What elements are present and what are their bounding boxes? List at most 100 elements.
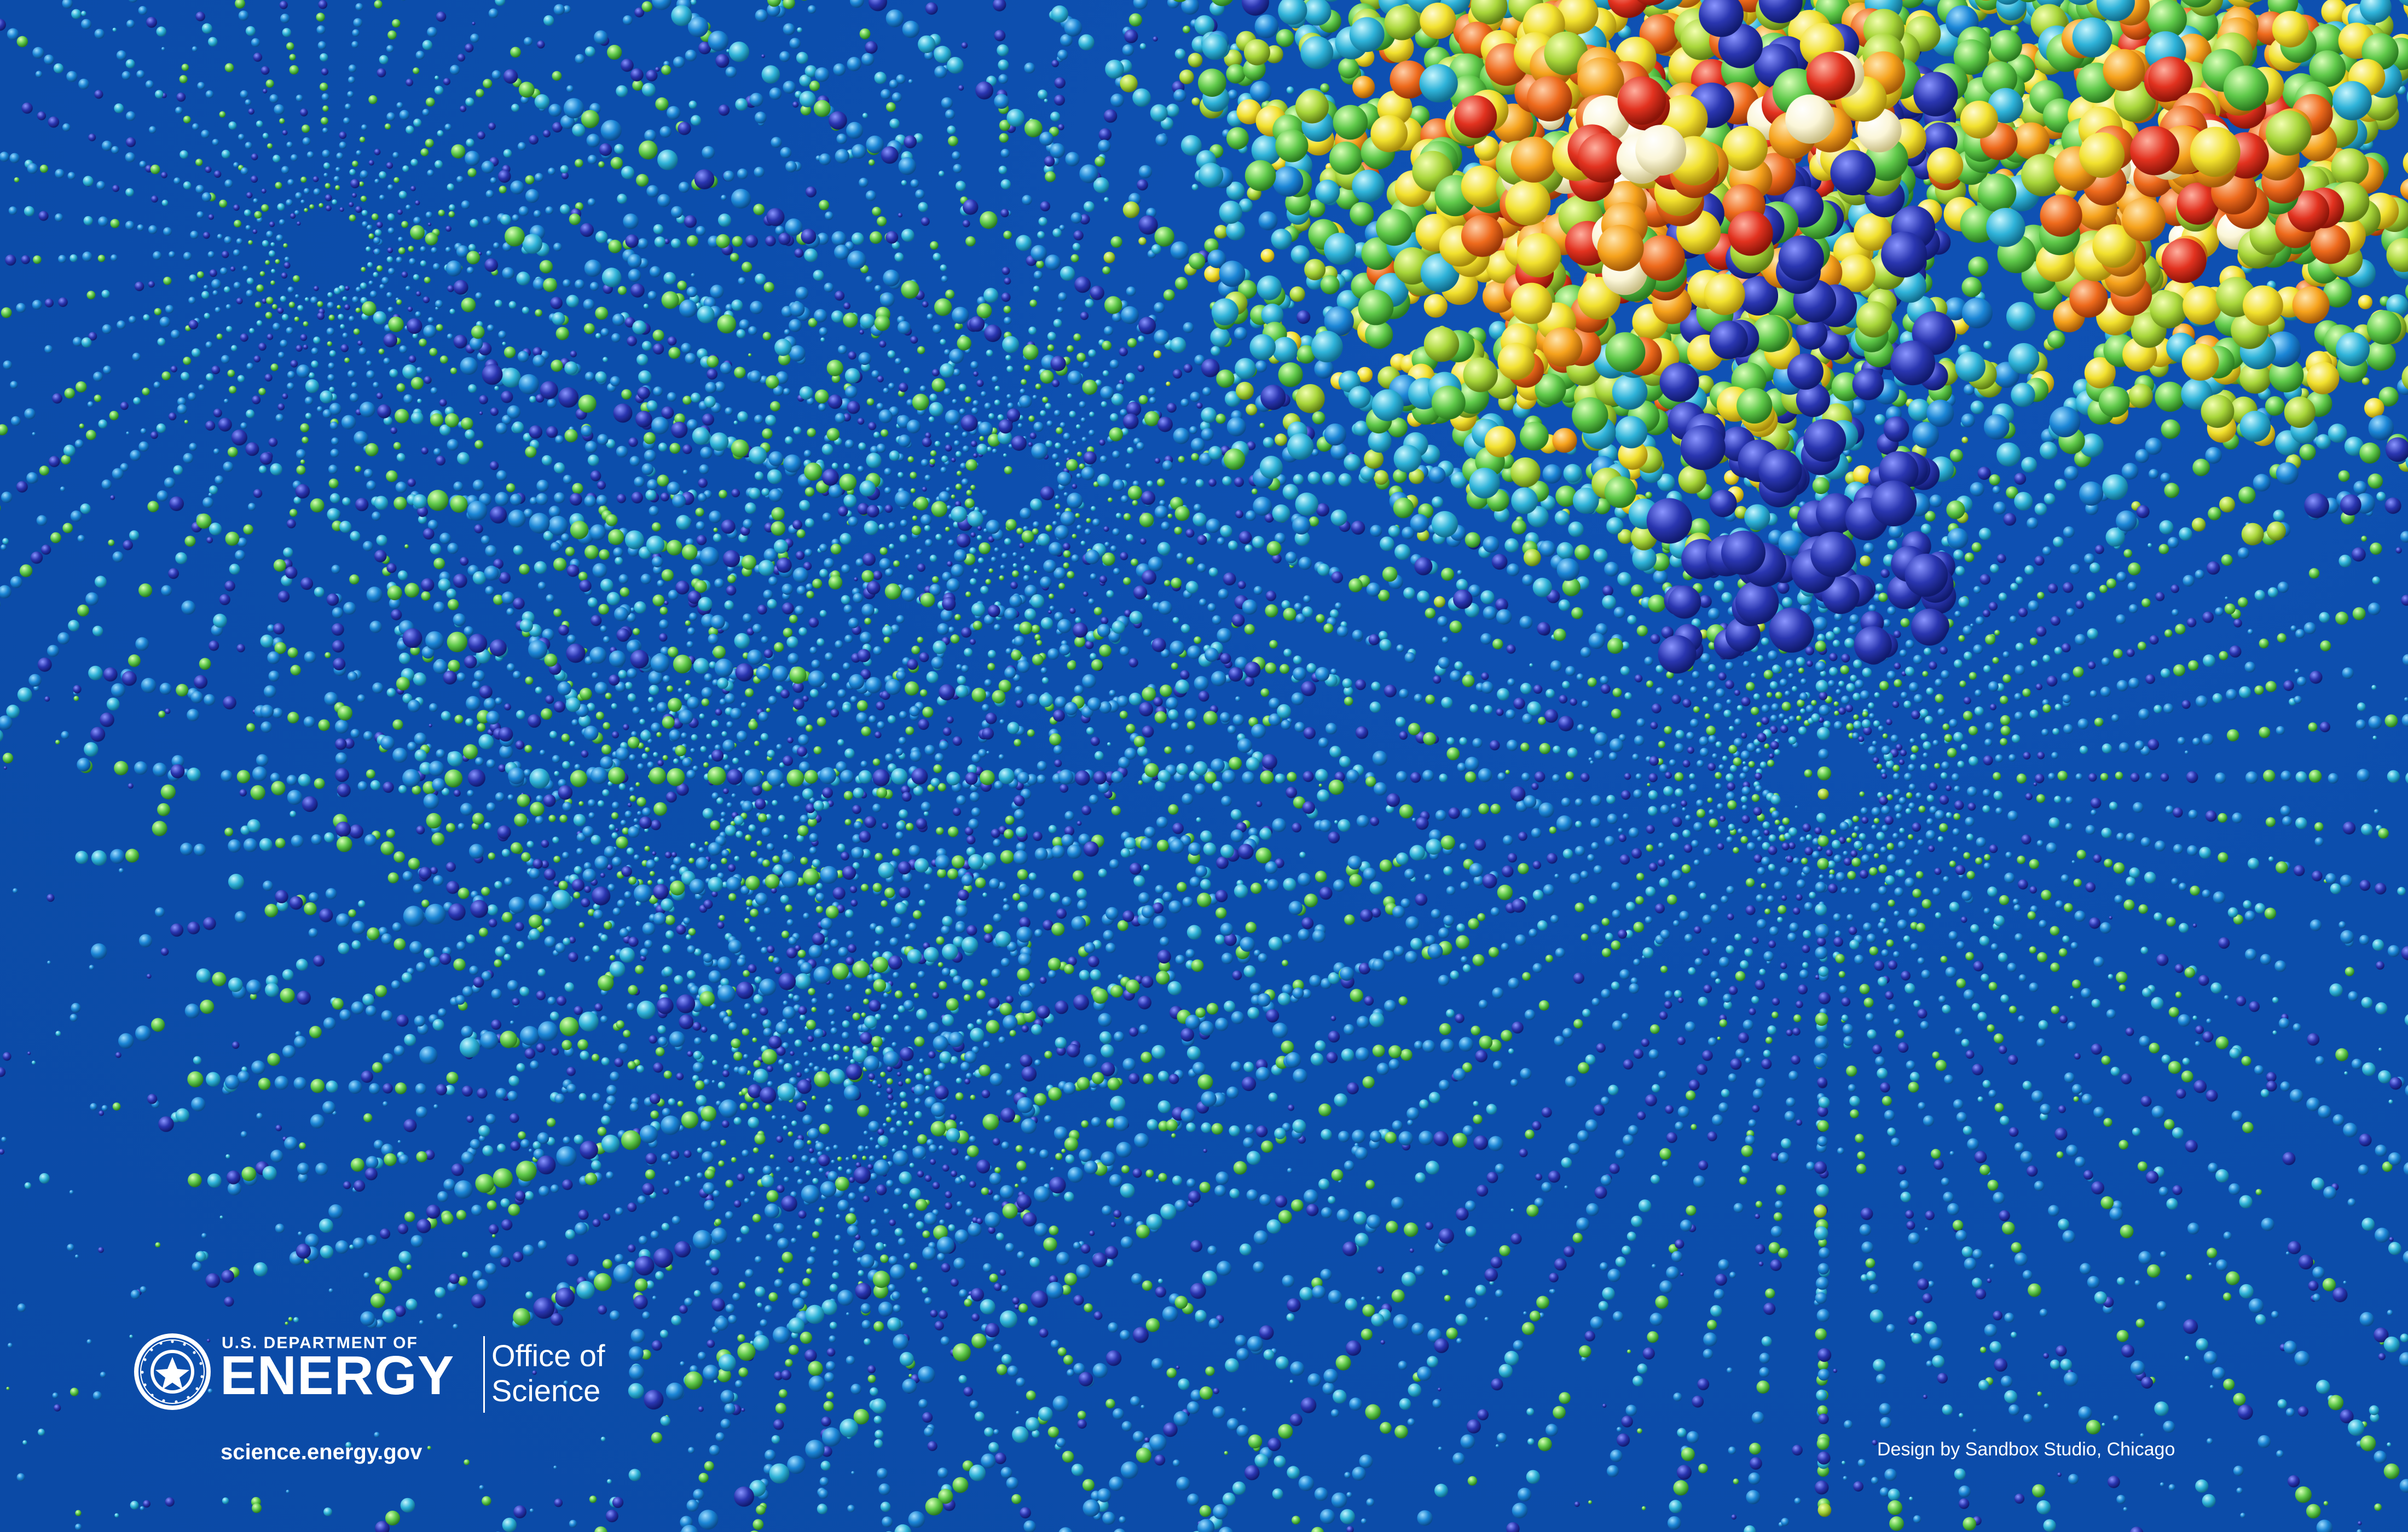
particle-sphere: [698, 493, 707, 502]
particle-sphere: [1833, 913, 1842, 921]
particle-sphere: [904, 367, 910, 374]
particle-sphere: [478, 927, 488, 937]
particle-sphere: [2141, 598, 2151, 607]
particle-sphere: [555, 435, 564, 444]
particle-sphere: [859, 329, 864, 335]
particle-sphere: [1690, 718, 1699, 728]
particle-sphere: [1736, 705, 1743, 711]
particle-sphere: [1199, 599, 1207, 606]
particle-sphere: [1781, 895, 1787, 901]
particle-sphere: [1693, 822, 1703, 832]
particle-sphere: [956, 471, 962, 476]
particle-sphere: [2065, 796, 2074, 804]
particle-sphere: [1993, 791, 2003, 800]
particle-sphere: [1691, 840, 1699, 848]
particle-sphere: [1004, 466, 1012, 474]
particle-sphere: [1618, 828, 1623, 833]
particle-sphere: [342, 497, 351, 506]
particle-sphere: [1506, 709, 1515, 719]
particle-sphere: [2376, 961, 2384, 970]
particle-sphere: [987, 446, 992, 452]
particle-sphere: [966, 1072, 973, 1079]
particle-sphere: [728, 1022, 738, 1031]
particle-sphere: [1759, 968, 1766, 976]
particle-sphere: [1757, 867, 1766, 875]
particle-sphere: [750, 1191, 756, 1197]
particle-sphere: [1741, 815, 1750, 823]
particle-sphere: [379, 55, 389, 65]
particle-sphere: [592, 672, 599, 679]
particle-sphere: [1726, 699, 1732, 705]
particle-sphere: [177, 404, 187, 414]
particle-sphere: [1180, 398, 1189, 407]
particle-sphere: [2039, 920, 2047, 929]
particle-sphere: [1081, 437, 1087, 442]
particle-sphere: [922, 486, 927, 492]
particle-sphere: [2075, 773, 2083, 780]
particle-sphere: [1833, 626, 1841, 635]
particle-sphere: [1834, 612, 1843, 621]
particle-sphere: [270, 280, 275, 286]
particle-sphere: [1920, 764, 1927, 771]
particle-sphere: [2037, 591, 2045, 600]
particle-sphere: [425, 211, 433, 218]
particle-sphere: [987, 649, 996, 658]
particle-sphere: [224, 286, 230, 293]
particle-sphere: [978, 557, 984, 564]
particle-sphere: [2255, 1189, 2262, 1196]
particle-sphere: [98, 419, 107, 428]
particle-sphere: [39, 164, 48, 173]
particle-sphere: [433, 448, 441, 456]
particle-sphere: [808, 988, 815, 996]
particle-sphere: [1698, 1464, 1708, 1473]
particle-sphere: [1779, 972, 1788, 982]
particle-sphere: [663, 675, 670, 683]
particle-sphere: [602, 1259, 612, 1269]
particle-sphere: [1717, 1036, 1721, 1041]
particle-sphere: [722, 1070, 730, 1077]
particle-sphere: [361, 210, 368, 216]
particle-sphere: [316, 13, 325, 22]
particle-sphere: [1708, 664, 1716, 672]
particle-sphere: [598, 161, 605, 168]
particle-sphere: [1032, 528, 1039, 535]
particle-sphere: [811, 997, 818, 1005]
particle-sphere: [1893, 1018, 1901, 1026]
particle-sphere: [1191, 184, 1199, 190]
particle-sphere: [340, 344, 349, 352]
particle-sphere: [549, 1011, 559, 1021]
particle-sphere: [628, 437, 638, 447]
particle-sphere: [318, 0, 328, 9]
particle-sphere: [1907, 834, 1914, 840]
particle-sphere: [1726, 886, 1735, 894]
particle-sphere: [1049, 1225, 1059, 1235]
particle-sphere: [1656, 687, 1664, 696]
particle-sphere: [140, 1286, 147, 1293]
particle-sphere: [278, 1375, 283, 1380]
particle-sphere: [696, 521, 705, 531]
particle-sphere: [125, 220, 135, 230]
particle-sphere: [657, 1025, 666, 1034]
particle-sphere: [1853, 721, 1862, 729]
particle-sphere: [252, 1503, 262, 1513]
particle-sphere: [1269, 640, 1278, 649]
particle-sphere: [1156, 478, 1165, 487]
particle-sphere: [1733, 847, 1739, 854]
particle-sphere: [793, 426, 802, 435]
particle-sphere: [286, 199, 293, 206]
particle-sphere: [246, 289, 253, 297]
particle-sphere: [1650, 1024, 1660, 1034]
particle-sphere: [1320, 83, 1330, 93]
particle-sphere: [917, 1170, 924, 1177]
particle-sphere: [258, 465, 267, 474]
particle-sphere: [846, 956, 854, 966]
particle-sphere: [1015, 1183, 1019, 1188]
particle-sphere: [351, 193, 357, 198]
particle-sphere: [1873, 817, 1880, 824]
particle-sphere: [1893, 951, 1900, 958]
particle-sphere: [386, 828, 396, 838]
particle-sphere: [923, 811, 929, 816]
particle-sphere: [1330, 609, 1339, 618]
particle-sphere: [617, 286, 627, 295]
particle-sphere: [659, 619, 669, 629]
